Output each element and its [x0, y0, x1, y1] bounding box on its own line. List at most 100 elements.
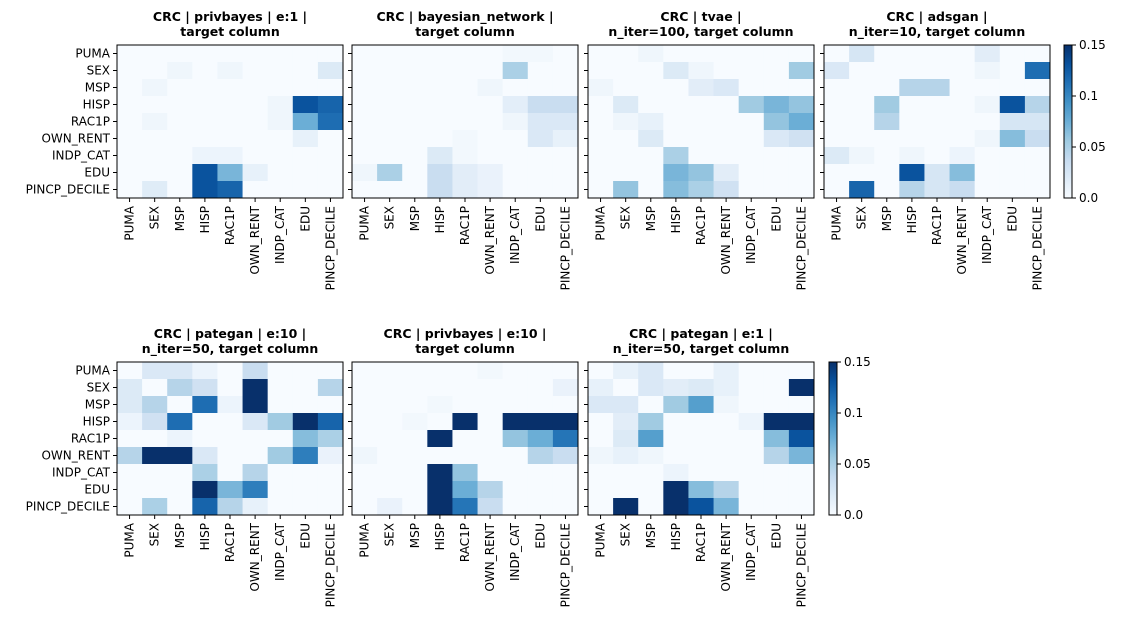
heatmap-cell: [924, 130, 951, 148]
heatmap-cell: [613, 147, 639, 165]
heatmap-cell: [167, 130, 193, 148]
heatmap-cell: [217, 447, 244, 465]
heatmap-cell: [292, 413, 319, 431]
heatmap-cell: [688, 181, 715, 199]
heatmap-cell: [763, 181, 790, 199]
colorbar-tick-label: 0.15: [1079, 38, 1106, 52]
x-tick-label: EDU: [533, 523, 547, 549]
heatmap-cell: [763, 464, 790, 482]
heatmap-cell: [452, 181, 479, 199]
heatmap-cell: [738, 498, 765, 516]
heatmap-cell: [999, 164, 1026, 182]
colorbar-1: 0.0 0.05 0.1 0.15: [1063, 38, 1106, 205]
heatmap-cell: [292, 430, 319, 448]
heatmap-cell: [452, 113, 479, 131]
heatmap-cell: [377, 379, 403, 397]
heatmap-cell: [427, 379, 453, 397]
heatmap-cell: [292, 62, 319, 80]
heatmap-cell: [217, 62, 244, 80]
heatmap-cell: [217, 362, 244, 380]
heatmap-cell: [713, 362, 740, 380]
heatmap-cell: [663, 181, 689, 199]
colorbar-tick-label: 0.0: [844, 508, 863, 522]
heatmap-cell: [292, 447, 319, 465]
colorbar-tick-label: 0.1: [844, 406, 863, 420]
heatmap-cell: [638, 96, 664, 114]
heatmap-cell: [452, 430, 479, 448]
heatmap-cell: [352, 45, 378, 63]
heatmap-cell: [402, 147, 428, 165]
heatmap-cell: [117, 147, 143, 165]
panel-title-line: CRC | privbayes | e:1 |: [153, 9, 307, 24]
y-tick-label: OWN_RENT: [41, 132, 110, 146]
heatmap-cell: [663, 147, 689, 165]
heatmap-cell: [452, 164, 479, 182]
heatmap-cell: [527, 413, 554, 431]
heatmap-cell: [242, 79, 269, 97]
heatmap-cell: [317, 181, 344, 199]
heatmap-cell: [142, 379, 168, 397]
x-tick-label: PUMA: [594, 205, 608, 240]
heatmap-cell: [402, 79, 428, 97]
heatmap-cell: [527, 147, 554, 165]
heatmap-cell: [552, 430, 579, 448]
heatmap-cell: [477, 464, 504, 482]
heatmap-cell: [924, 62, 951, 80]
heatmap-cell: [117, 447, 143, 465]
heatmap-cell: [292, 164, 319, 182]
heatmap-cell: [142, 498, 168, 516]
heatmap-cell: [949, 164, 976, 182]
heatmap-cell: [477, 362, 504, 380]
x-tick-label: HISP: [198, 523, 212, 550]
x-tick-label: RAC1P: [458, 206, 472, 245]
heatmap-cell: [763, 130, 790, 148]
heatmap-cell: [763, 164, 790, 182]
heatmap-cell: [242, 147, 269, 165]
heatmap-cell: [242, 130, 269, 148]
heatmap-cell: [613, 447, 639, 465]
heatmap-cell: [638, 181, 664, 199]
heatmap-cell: [638, 481, 664, 499]
heatmap-cell: [217, 396, 244, 414]
heatmap-cell: [738, 130, 765, 148]
heatmap-cell: [763, 79, 790, 97]
heatmap-cell: [217, 96, 244, 114]
heatmap-cell: [352, 498, 378, 516]
heatmap-cell: [713, 464, 740, 482]
heatmap-cell: [167, 430, 193, 448]
heatmap-cell: [763, 45, 790, 63]
heatmap-cell: [242, 62, 269, 80]
heatmap-cell: [527, 379, 554, 397]
heatmap-cell: [849, 113, 875, 131]
heatmap-cell: [713, 396, 740, 414]
heatmap-cell: [588, 379, 614, 397]
panel-title-line: CRC | bayesian_network |: [376, 9, 553, 25]
heatmap-cell: [788, 430, 815, 448]
panel-title-line: n_iter=50, target column: [142, 341, 318, 357]
heatmap-cell: [402, 62, 428, 80]
heatmap-cell: [402, 96, 428, 114]
heatmap-cell: [974, 164, 1001, 182]
heatmap-cell: [849, 96, 875, 114]
heatmap-cell: [117, 62, 143, 80]
heatmap-cell: [117, 413, 143, 431]
heatmap-cell: [142, 113, 168, 131]
heatmap-cell: [638, 447, 664, 465]
heatmap-cell: [638, 396, 664, 414]
heatmap-cell: [117, 464, 143, 482]
heatmap-cell: [527, 447, 554, 465]
heatmap-cell: [242, 362, 269, 380]
heatmap-cell: [217, 430, 244, 448]
heatmap-cell: [999, 113, 1026, 131]
heatmap-panel-5: CRC | pategan | e:10 | n_iter=50, target …: [26, 326, 344, 607]
heatmap-cell: [527, 481, 554, 499]
heatmap-cell: [167, 147, 193, 165]
panel-title-line: CRC | tvae |: [660, 9, 741, 24]
heatmap-cell: [242, 464, 269, 482]
heatmap-cell: [788, 79, 815, 97]
heatmap-cell: [352, 430, 378, 448]
heatmap-cell: [588, 447, 614, 465]
heatmap-cell: [452, 447, 479, 465]
heatmap-cell: [192, 181, 218, 199]
heatmap-cell: [974, 96, 1001, 114]
